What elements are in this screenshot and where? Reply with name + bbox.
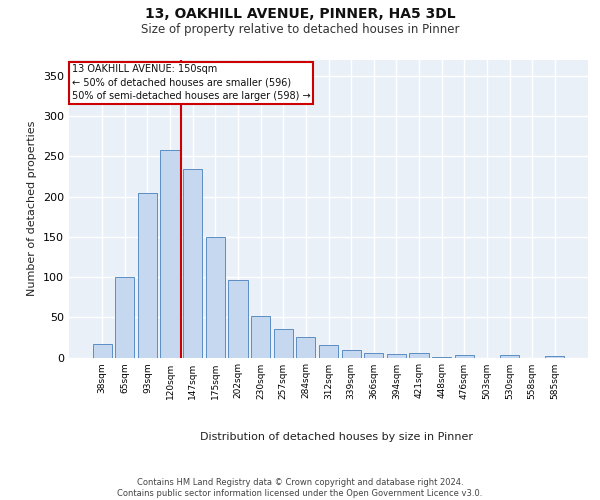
Bar — [274, 330, 293, 357]
Bar — [341, 350, 361, 358]
Bar — [364, 354, 383, 358]
Bar — [296, 336, 316, 357]
Text: Contains HM Land Registry data © Crown copyright and database right 2024.
Contai: Contains HM Land Registry data © Crown c… — [118, 478, 482, 498]
Bar — [319, 346, 338, 358]
Bar — [409, 354, 428, 358]
Text: Distribution of detached houses by size in Pinner: Distribution of detached houses by size … — [200, 432, 473, 442]
Bar — [92, 344, 112, 358]
Bar — [545, 356, 565, 358]
Bar — [455, 355, 474, 358]
Bar — [183, 168, 202, 358]
Bar — [387, 354, 406, 358]
Bar — [500, 355, 519, 358]
Bar — [206, 237, 225, 358]
Text: 13, OAKHILL AVENUE, PINNER, HA5 3DL: 13, OAKHILL AVENUE, PINNER, HA5 3DL — [145, 8, 455, 22]
Bar — [115, 277, 134, 357]
Text: 13 OAKHILL AVENUE: 150sqm
← 50% of detached houses are smaller (596)
50% of semi: 13 OAKHILL AVENUE: 150sqm ← 50% of detac… — [71, 64, 310, 101]
Bar — [251, 316, 270, 358]
Y-axis label: Number of detached properties: Number of detached properties — [28, 121, 37, 296]
Text: Size of property relative to detached houses in Pinner: Size of property relative to detached ho… — [141, 22, 459, 36]
Bar — [432, 356, 451, 358]
Bar — [138, 192, 157, 358]
Bar — [160, 150, 180, 358]
Bar — [229, 280, 248, 357]
